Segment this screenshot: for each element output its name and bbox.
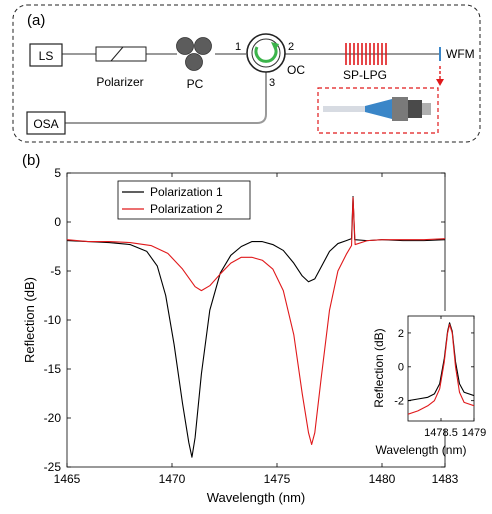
inset-series-2-line — [408, 323, 474, 415]
polarizer-label: Polarizer — [96, 75, 143, 89]
inset-y-tick-label: 2 — [398, 328, 404, 340]
laser-source-label: LS — [39, 49, 54, 63]
optical-circulator-inner — [251, 38, 281, 68]
sp-lpg-label: SP-LPG — [343, 68, 387, 82]
inset-x-axis-label: Wavelength (nm) — [376, 443, 467, 457]
main-y-tick-label: -15 — [44, 362, 62, 376]
main-x-tick-label: 1480 — [369, 472, 396, 486]
legend: Polarization 1 Polarization 2 — [117, 180, 251, 220]
polarizer-box — [95, 46, 147, 62]
sp-lpg-grating — [345, 43, 387, 65]
zoom-arrow-icon — [436, 79, 444, 86]
panel-b-label: (b) — [22, 152, 40, 169]
main-y-tick-label: -25 — [44, 460, 62, 474]
laser-source-box — [29, 43, 63, 67]
main-series-2-line — [67, 196, 445, 446]
main-chart: 1465 1470 1475 1480 1483-25-20-15-10-505 Wav… — [22, 166, 459, 505]
wfm-label: WFM — [446, 47, 475, 61]
inset-y-tick-label: 0 — [398, 362, 404, 374]
inset-chart: 1478.5 1479 -2 0 2 Wavelength (nm) Reflectio… — [372, 311, 486, 457]
main-x-axis-label: Wavelength (nm) — [207, 490, 306, 505]
osa-label: OSA — [33, 117, 58, 131]
pc-label: PC — [187, 77, 204, 91]
main-x-tick-label: 1465 — [54, 472, 81, 486]
main-y-tick-label: -10 — [44, 313, 62, 327]
inset-y-tick-label: -2 — [394, 396, 404, 408]
legend-label-series-1: Polarization 1 — [150, 185, 223, 199]
port-1-label: 1 — [235, 41, 241, 53]
inset-x-tick-label: 1478.5 — [424, 427, 458, 439]
osa-box — [26, 111, 66, 135]
circulator-arrowhead-icon — [271, 42, 279, 51]
main-y-tick-label: 0 — [54, 215, 61, 229]
main-x-tick-label: 1475 — [264, 472, 291, 486]
main-x-tick-label: 1470 — [159, 472, 186, 486]
main-x-tick-label: 1483 — [432, 472, 459, 486]
inset-x-tick-label: 1479 — [462, 427, 486, 439]
panel-a: (a) LS Polarizer PC 1 2 3 OC — [12, 4, 481, 143]
legend-label-series-2: Polarization 2 — [150, 202, 223, 216]
legend-box — [117, 180, 251, 220]
main-series-1-line — [67, 195, 445, 458]
oc-label: OC — [287, 63, 305, 77]
main-plot-area — [66, 172, 446, 468]
inset-y-axis-label: Reflection (dB) — [372, 328, 386, 407]
main-y-tick-label: -20 — [44, 411, 62, 425]
main-y-tick-label: 5 — [54, 166, 61, 180]
panel-a-label: (a) — [27, 12, 45, 29]
polarizer-slash — [110, 46, 124, 62]
main-y-axis-label: Reflection (dB) — [22, 277, 37, 363]
wfm-inset-illustration — [323, 97, 431, 121]
circulator-arrow-icon — [254, 46, 278, 63]
polarization-controller — [176, 37, 212, 71]
fiber-to-osa — [65, 72, 267, 124]
port-2-label: 2 — [288, 41, 294, 53]
port-3-label: 3 — [269, 77, 275, 89]
optical-circulator — [246, 33, 286, 73]
inset-plot-area — [407, 315, 475, 422]
panel-a-frame — [12, 4, 481, 143]
main-y-tick-label: -5 — [50, 264, 61, 278]
